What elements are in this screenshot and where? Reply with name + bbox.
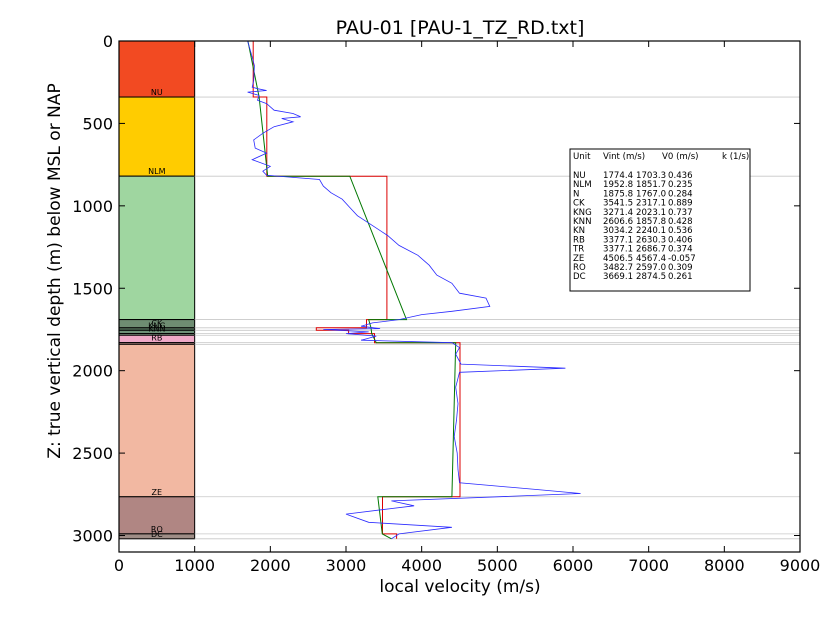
table-cell: 0.406 [668, 235, 693, 245]
parameter-table: Unit Vint (m/s) V0 (m/s) k (1/s) NU 1774.… [569, 148, 751, 292]
x-tick-label: 3000 [326, 556, 367, 575]
unit-band-n [118, 175, 196, 321]
table-header-vint: Vint (m/s) [603, 152, 645, 162]
table-cell: KNG [573, 208, 592, 218]
unit-label-rb: RB [151, 334, 162, 343]
unit-label-nu: NU [151, 88, 163, 97]
unit-label-ck: CK [151, 319, 163, 328]
table-cell: 0.436 [668, 171, 693, 181]
table-header-unit: Unit [573, 152, 591, 162]
x-tick-label: 9000 [780, 556, 821, 575]
unit-label-kng: KNG [148, 321, 165, 330]
unit-band-nlm [118, 96, 196, 177]
table-cell: NLM [573, 180, 592, 190]
y-tick-label: 1000 [72, 197, 113, 216]
table-cell: N [573, 189, 579, 199]
unit-label-ze: ZE [152, 488, 163, 497]
table-cell: 1703.3 [636, 171, 666, 181]
table-cell: KN [573, 226, 585, 236]
y-axis-title: Z: true vertical depth (m) below MSL or … [45, 83, 65, 458]
table-rows: NU 1774.4 1703.3 0.436 NLM 1952.8 1851.7 0.235 N… [572, 171, 696, 282]
x-tick-label: 4000 [401, 556, 442, 575]
table-cell: 1774.4 [603, 171, 633, 181]
x-tick-label: 8000 [704, 556, 745, 575]
unit-label-knn: KNN [148, 325, 165, 334]
table-frame [569, 148, 751, 292]
table-cell: 3669.1 [603, 272, 633, 282]
y-tick-label: 2500 [72, 444, 113, 463]
table-cell: 2874.5 [636, 272, 666, 282]
table-cell: 3034.2 [603, 226, 633, 236]
y-tick-label: 3000 [72, 527, 113, 546]
table-cell: 1851.7 [636, 180, 666, 190]
table-cell: KNN [573, 217, 592, 227]
y-tick-label: 1500 [72, 279, 113, 298]
table-cell: 0.374 [668, 245, 693, 255]
table-cell: 0.889 [668, 199, 693, 209]
table-cell: 3271.4 [603, 208, 633, 218]
table-cell: 3541.5 [603, 199, 633, 209]
y-tick-label: 2000 [72, 362, 113, 381]
x-tick-label: 7000 [628, 556, 669, 575]
x-axis-title: local velocity (m/s) [379, 577, 540, 597]
table-cell: 2630.3 [636, 235, 666, 245]
x-tick-label: 0 [114, 556, 124, 575]
axes-frame [118, 40, 801, 553]
table-cell: 1767.0 [636, 189, 666, 199]
table-cell: 1952.8 [603, 180, 633, 190]
x-tick-label: 5000 [477, 556, 518, 575]
y-tick-label: 500 [82, 114, 113, 133]
table-cell: 2023.1 [636, 208, 666, 218]
table-cell: 1857.8 [636, 217, 666, 227]
table-cell: TR [572, 245, 584, 255]
unit-label-nlm: NLM [148, 167, 165, 176]
log-velocity-line [247, 40, 581, 540]
x-tick-label: 1000 [174, 556, 215, 575]
table-cell: 3377.1 [603, 235, 633, 245]
x-tick-label: 2000 [250, 556, 291, 575]
table-header-k: k (1/s) [722, 152, 749, 162]
table-cell: CK [573, 199, 585, 209]
unit-band-nu [118, 40, 196, 98]
chart-title: PAU-01 [PAU-1_TZ_RD.txt] [336, 17, 585, 39]
table-cell: 4506.5 [603, 254, 633, 264]
table-cell: RB [573, 235, 585, 245]
table-cell: RO [573, 263, 586, 273]
table-cell: 2606.6 [603, 217, 633, 227]
table-cell: 2597.0 [636, 263, 666, 273]
table-cell: NU [573, 171, 586, 181]
table-cell: 3482.7 [603, 263, 633, 273]
table-cell: ZE [573, 254, 584, 264]
x-tick-label: 6000 [553, 556, 594, 575]
table-cell: 2317.1 [636, 199, 666, 209]
unit-label-dc: DC [151, 530, 163, 539]
table-cell: -0.057 [668, 254, 696, 264]
table-cell: 1875.8 [603, 189, 633, 199]
table-cell: 0.235 [668, 180, 693, 190]
table-header-v0: V0 (m/s) [662, 152, 699, 162]
table-cell: 0.536 [668, 226, 693, 236]
unit-band-ze [118, 343, 196, 498]
table-cell: 2240.1 [636, 226, 666, 236]
table-cell: 3377.1 [603, 245, 633, 255]
table-cell: 0.309 [668, 263, 693, 273]
unit-band-ro [118, 496, 196, 535]
table-cell: 0.284 [668, 189, 693, 199]
table-cell: 0.261 [668, 272, 693, 282]
unit-label-ro: RO [151, 525, 163, 534]
table-cell: 2686.7 [636, 245, 666, 255]
table-cell: 0.737 [668, 208, 693, 218]
table-cell: DC [573, 272, 586, 282]
table-cell: 0.428 [668, 217, 693, 227]
table-cell: 4567.4 [636, 254, 666, 264]
y-tick-label: 0 [103, 32, 113, 51]
